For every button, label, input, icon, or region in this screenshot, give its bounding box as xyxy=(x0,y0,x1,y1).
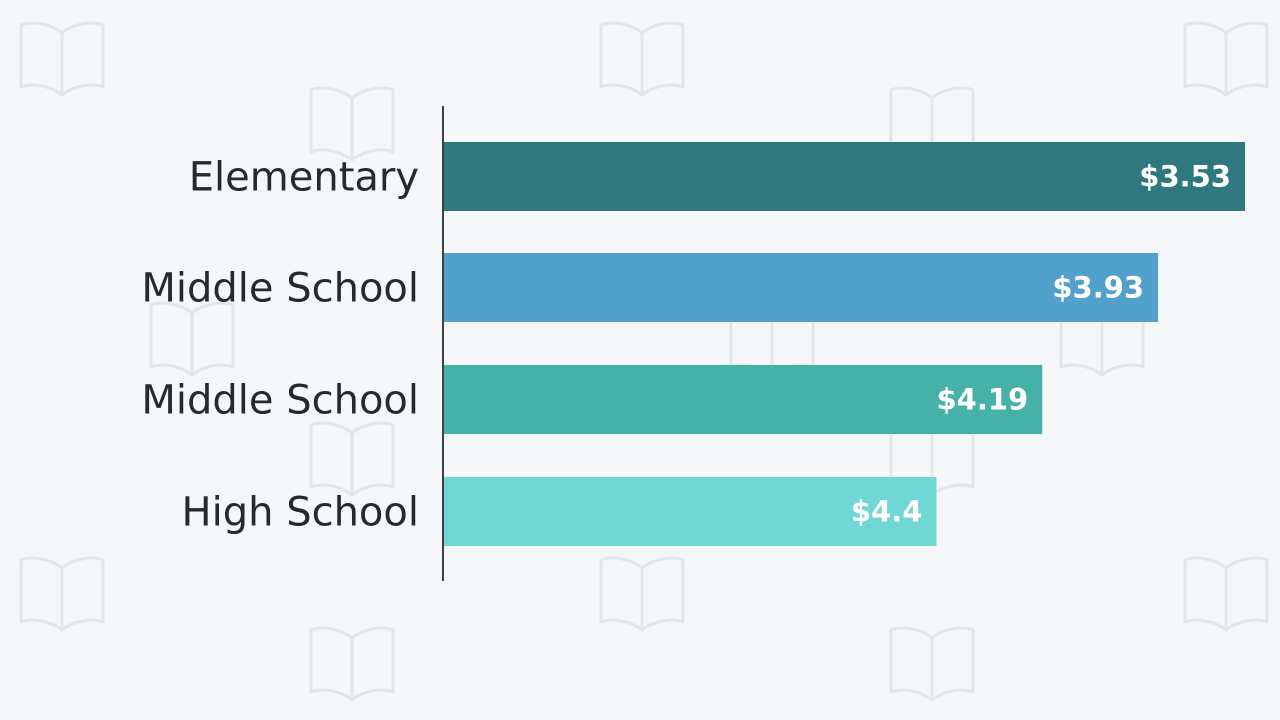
open-book-icon xyxy=(1183,556,1269,632)
background-book-pattern xyxy=(19,21,1269,702)
value-label-1: $3.53 xyxy=(1139,160,1231,194)
open-book-icon xyxy=(19,21,105,97)
category-label-2: Middle School xyxy=(141,266,419,312)
value-label-4: $4.4 xyxy=(851,495,923,529)
bar-1 xyxy=(444,142,1245,211)
bar-3 xyxy=(444,365,1043,434)
value-label-3: $4.19 xyxy=(936,383,1028,417)
bar-2 xyxy=(444,253,1159,322)
open-book-icon xyxy=(1183,21,1269,97)
open-book-icon xyxy=(149,301,235,377)
category-label-3: Middle School xyxy=(141,378,419,424)
category-label-4: High School xyxy=(182,490,419,536)
bar-4 xyxy=(444,477,937,546)
open-book-icon xyxy=(309,421,395,497)
category-label-1: Elementary xyxy=(189,155,419,201)
open-book-icon xyxy=(599,21,685,97)
chart-area: Elementary $3.53 Middle School $3.93 Middle … xyxy=(141,106,1245,581)
open-book-icon xyxy=(19,556,105,632)
bars-group: Elementary $3.53 Middle School $3.93 Middle … xyxy=(141,142,1245,546)
open-book-icon xyxy=(309,86,395,162)
open-book-icon xyxy=(889,626,975,702)
open-book-icon xyxy=(599,556,685,632)
value-label-2: $3.93 xyxy=(1052,271,1144,305)
open-book-icon xyxy=(309,626,395,702)
